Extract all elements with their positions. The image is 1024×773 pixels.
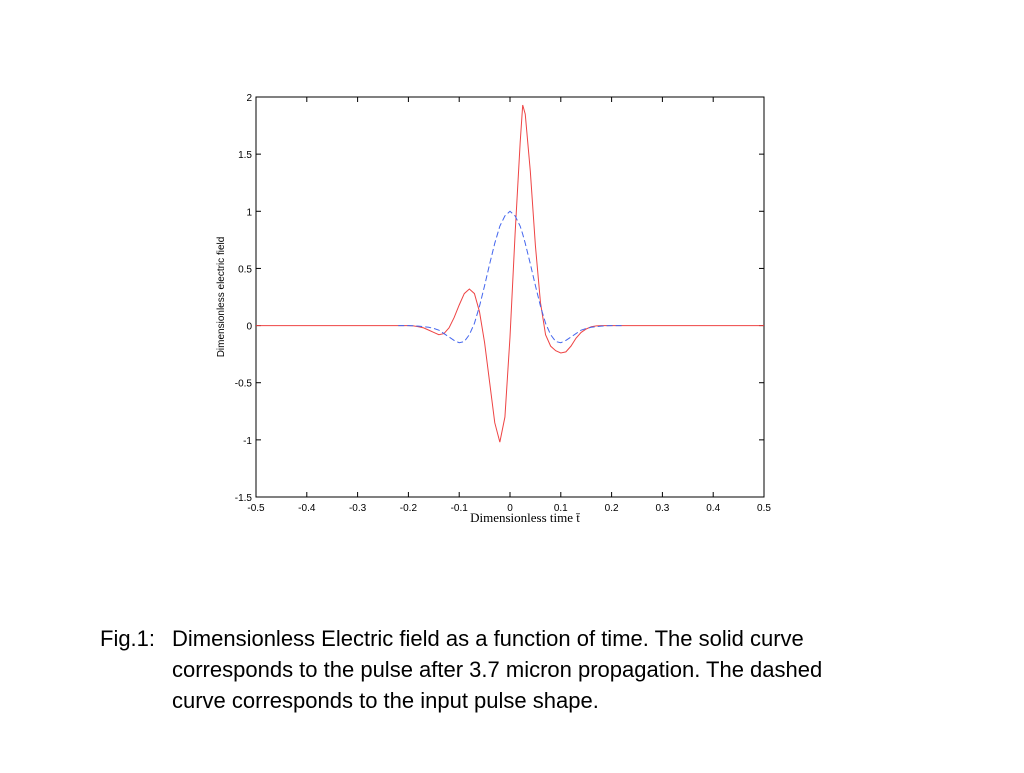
x-tick-label: 0 <box>507 503 513 514</box>
x-tick-label: 0.4 <box>706 503 720 514</box>
plot-frame <box>255 96 765 498</box>
x-tick-label: -0.1 <box>451 503 469 514</box>
caption-line: Dimensionless Electric field as a functi… <box>172 626 804 651</box>
y-tick-label: 1 <box>246 207 252 218</box>
x-tick-label: 0.2 <box>605 503 619 514</box>
series-line <box>398 210 622 344</box>
x-tick-label: 0.3 <box>655 503 669 514</box>
y-axis-label: Dimensionless electric field <box>216 237 227 358</box>
caption-label: Fig.1: <box>100 626 155 651</box>
caption-line: corresponds to the pulse after 3.7 micro… <box>172 657 822 682</box>
x-axis-label: Dimensionless time t̄ <box>470 510 580 525</box>
y-tick-label: -0.5 <box>235 379 253 390</box>
x-tick-label: -0.3 <box>349 503 367 514</box>
x-tick-label: -0.2 <box>400 503 418 514</box>
y-tick-label: 0.5 <box>238 264 252 275</box>
y-tick-label: 1.5 <box>238 150 252 161</box>
x-tick-label: 0.5 <box>757 503 771 514</box>
y-tick-label: 2 <box>246 93 252 104</box>
y-tick-label: -1.5 <box>235 493 253 504</box>
caption-line: curve corresponds to the input pulse sha… <box>172 688 599 713</box>
y-tick-label: 0 <box>246 322 252 333</box>
x-tick-label: -0.5 <box>247 503 265 514</box>
y-tick-label: -1 <box>243 436 252 447</box>
x-tick-label: 0.1 <box>554 503 568 514</box>
series-line <box>256 104 764 443</box>
x-tick-label: -0.4 <box>298 503 316 514</box>
